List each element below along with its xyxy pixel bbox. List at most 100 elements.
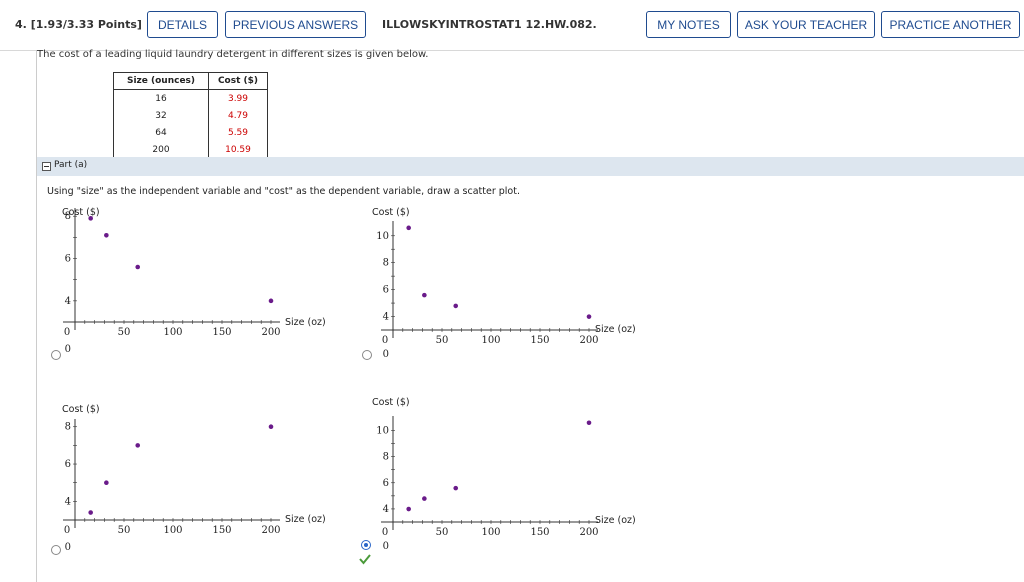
x-tick-label: 50 — [436, 335, 449, 346]
x-tick-label: 150 — [212, 525, 231, 536]
table-row: 200 10.59 — [113, 141, 268, 159]
cost-cell: 4.79 — [208, 107, 268, 124]
x-tick-label: 150 — [212, 327, 231, 338]
x-axis-label: Size (oz) — [285, 317, 326, 328]
y-axis-label: Cost ($) — [62, 404, 100, 415]
y-origin-label: 0 — [383, 541, 389, 552]
x-tick-label: 200 — [261, 525, 280, 536]
y-tick-label: 8 — [65, 211, 71, 222]
x-tick-label: 50 — [118, 525, 131, 536]
data-point — [88, 216, 93, 221]
check-mark-icon — [359, 554, 371, 565]
question-id: ILLOWSKYINTROSTAT1 12.HW.082. — [382, 18, 597, 31]
data-point — [268, 424, 274, 430]
data-point — [586, 314, 592, 319]
question-number: 4. — [15, 18, 27, 31]
y-axis-label: Cost ($) — [372, 207, 410, 218]
data-point — [422, 496, 427, 501]
problem-prompt: The cost of a leading liquid laundry det… — [37, 49, 429, 60]
x-tick-label: 0 — [382, 335, 388, 346]
y-tick-label: 4 — [65, 496, 71, 507]
data-point — [135, 264, 141, 270]
data-point — [422, 292, 427, 298]
data-point — [104, 480, 109, 485]
option-3-radio[interactable] — [51, 545, 61, 555]
question-points: 4. [1.93/3.33 Points] — [15, 18, 142, 31]
x-tick-label: 100 — [481, 527, 500, 538]
x-tick-label: 200 — [579, 527, 598, 538]
size-cell: 16 — [113, 89, 209, 107]
x-axis-label: Size (oz) — [595, 515, 636, 526]
y-tick-label: 6 — [383, 478, 389, 489]
data-point — [135, 443, 141, 448]
y-axis-label: Cost ($) — [62, 207, 100, 218]
y-tick-label: 10 — [376, 425, 389, 436]
data-point — [268, 298, 274, 304]
my-notes-button[interactable]: MY NOTES — [646, 11, 731, 38]
x-tick-label: 100 — [163, 525, 182, 536]
points-text: [1.93/3.33 Points] — [30, 18, 142, 31]
x-tick-label: 0 — [382, 527, 388, 538]
ask-teacher-button[interactable]: ASK YOUR TEACHER — [737, 11, 875, 38]
option-1-radio[interactable] — [51, 350, 61, 360]
y-tick-label: 8 — [65, 422, 71, 433]
y-tick-label: 6 — [383, 285, 389, 296]
scatter-plot-option-1: Cost ($) Size (oz) 0 50 100 150 200 8 6 4 0 — [62, 207, 326, 355]
cost-cell: 10.59 — [208, 141, 268, 159]
x-axis-label: Size (oz) — [595, 324, 636, 335]
y-origin-label: 0 — [65, 344, 71, 355]
x-tick-label: 200 — [261, 327, 280, 338]
table-row: 16 3.99 — [113, 89, 268, 107]
y-tick-label: 4 — [383, 312, 389, 323]
y-tick-label: 6 — [65, 254, 71, 265]
part-a-header — [37, 157, 1024, 176]
previous-answers-button[interactable]: PREVIOUS ANSWERS — [225, 11, 366, 38]
x-tick-label: 50 — [118, 327, 131, 338]
data-point — [586, 420, 592, 426]
y-tick-label: 8 — [383, 452, 389, 463]
y-origin-label: 0 — [383, 349, 389, 360]
option-4-radio[interactable] — [361, 540, 371, 550]
data-table: Size (ounces) Cost ($) 16 3.99 32 4.79 6… — [113, 72, 268, 159]
details-button[interactable]: DETAILS — [147, 11, 218, 38]
x-axis-label: Size (oz) — [285, 514, 326, 525]
collapse-icon[interactable] — [42, 162, 51, 171]
x-tick-label: 0 — [64, 525, 70, 536]
table-row: 64 5.59 — [113, 124, 268, 141]
scatter-plot-option-3: Cost ($) Size (oz) 0 50 100 150 200 8 6 4 0 — [62, 404, 326, 553]
y-origin-label: 0 — [65, 542, 71, 553]
x-tick-label: 150 — [530, 527, 549, 538]
size-cell: 200 — [113, 141, 209, 159]
y-tick-label: 6 — [65, 459, 71, 470]
option-2-radio[interactable] — [362, 350, 372, 360]
y-tick-label: 4 — [383, 504, 389, 515]
scatter-plot-option-2: Cost ($) Size (oz) 0 50 100 150 200 10 8 6 4 0 — [372, 207, 636, 360]
data-point — [406, 506, 411, 512]
content-border — [36, 50, 37, 582]
table-header-cost: Cost ($) — [208, 72, 268, 90]
x-tick-label: 50 — [436, 527, 449, 538]
part-instruction: Using "size" as the independent variable… — [47, 186, 520, 197]
x-tick-label: 100 — [481, 335, 500, 346]
y-tick-label: 10 — [376, 231, 389, 242]
y-tick-label: 8 — [383, 258, 389, 269]
x-tick-label: 100 — [163, 327, 182, 338]
data-point — [453, 485, 459, 491]
y-axis-label: Cost ($) — [372, 397, 410, 408]
data-point — [453, 303, 459, 309]
table-header-size: Size (ounces) — [113, 72, 209, 90]
part-label: Part (a) — [54, 160, 88, 170]
size-cell: 64 — [113, 124, 209, 141]
data-point — [104, 232, 109, 238]
x-tick-label: 150 — [530, 335, 549, 346]
data-point — [406, 225, 411, 231]
x-tick-label: 0 — [64, 327, 70, 338]
cost-cell: 5.59 — [208, 124, 268, 141]
practice-another-button[interactable]: PRACTICE ANOTHER — [881, 11, 1020, 38]
x-tick-label: 200 — [579, 335, 598, 346]
y-tick-label: 4 — [65, 296, 71, 307]
size-cell: 32 — [113, 107, 209, 124]
data-point — [88, 510, 93, 515]
cost-cell: 3.99 — [208, 89, 268, 107]
question-header: 4. [1.93/3.33 Points] DETAILS PREVIOUS A… — [0, 0, 1024, 51]
